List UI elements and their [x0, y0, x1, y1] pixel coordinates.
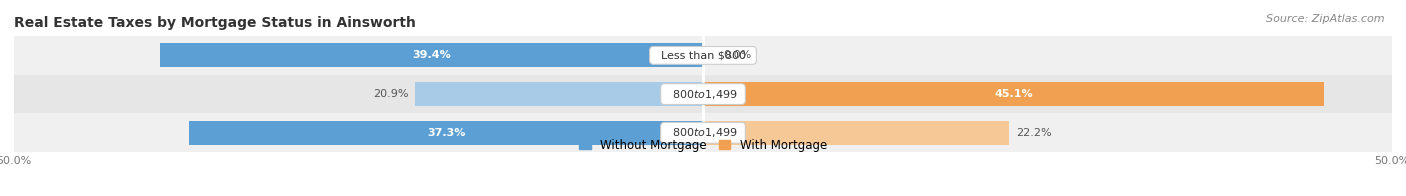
- Text: $800 to $1,499: $800 to $1,499: [665, 126, 741, 139]
- Bar: [703, 121, 1010, 145]
- Bar: [14, 113, 1392, 152]
- Bar: [703, 82, 1324, 106]
- Text: 20.9%: 20.9%: [373, 89, 408, 99]
- Text: 0.0%: 0.0%: [724, 50, 752, 60]
- Bar: [14, 75, 1392, 113]
- Text: 39.4%: 39.4%: [412, 50, 451, 60]
- Bar: [14, 36, 1392, 75]
- Bar: [188, 121, 703, 145]
- Legend: Without Mortgage, With Mortgage: Without Mortgage, With Mortgage: [574, 134, 832, 156]
- Text: Real Estate Taxes by Mortgage Status in Ainsworth: Real Estate Taxes by Mortgage Status in …: [14, 16, 416, 30]
- Bar: [160, 43, 703, 67]
- Text: $800 to $1,499: $800 to $1,499: [665, 88, 741, 101]
- Text: 22.2%: 22.2%: [1015, 128, 1052, 138]
- Text: 37.3%: 37.3%: [427, 128, 465, 138]
- Text: Source: ZipAtlas.com: Source: ZipAtlas.com: [1267, 14, 1385, 24]
- Text: 45.1%: 45.1%: [994, 89, 1033, 99]
- Text: Less than $800: Less than $800: [654, 50, 752, 60]
- Bar: [415, 82, 703, 106]
